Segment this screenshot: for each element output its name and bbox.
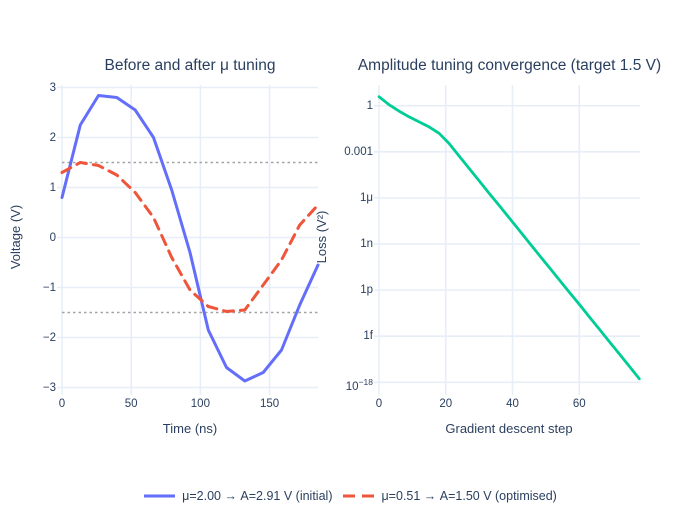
right-yaxis-title: Loss (V²)	[314, 210, 329, 264]
legend-label-optimised: μ=0.51 → A=1.50 V (optimised)	[381, 489, 557, 503]
left-xaxis-title: Time (ns)	[162, 421, 218, 436]
left-plot-title: Before and after μ tuning	[104, 57, 276, 74]
legend-line-sample-optimised	[343, 494, 375, 498]
legend-item-initial[interactable]: μ=2.00 → A=2.91 V (initial)	[143, 487, 332, 505]
legend-label-initial: μ=2.00 → A=2.91 V (initial)	[182, 489, 333, 503]
right-plot-title: Amplitude tuning convergence (target 1.5…	[357, 57, 662, 74]
right-xaxis-title: Gradient descent step	[445, 421, 573, 436]
subplot-1	[374, 85, 641, 395]
left-yaxis-title: Voltage (V)	[8, 204, 23, 270]
series-curve-1-0	[377, 95, 641, 381]
legend-item-optimised[interactable]: μ=0.51 → A=1.50 V (optimised)	[342, 487, 557, 505]
legend-line-sample-initial	[144, 494, 176, 498]
series-curve-0-1	[60, 161, 320, 313]
legend: μ=2.00 → A=2.91 V (initial) μ=0.51 → A=1…	[0, 487, 700, 505]
subplot-0	[57, 85, 320, 395]
series-curve-0-0	[60, 94, 320, 383]
